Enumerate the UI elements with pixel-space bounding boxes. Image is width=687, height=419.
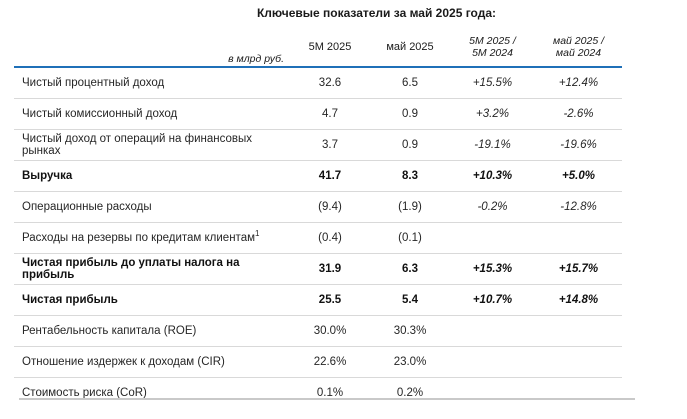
column-header-may-2025: май 2025 (386, 41, 434, 53)
page-title: Ключевые показатели за май 2025 года: (256, 6, 497, 20)
cell-may-2025: 0.2% (396, 387, 424, 399)
row-label: Выручка (22, 170, 73, 182)
table-row-operating-expenses: Операционные расходы (9.4) (1.9) -0.2% -… (14, 192, 622, 223)
column-header-line: май 2024 (555, 47, 602, 59)
table-row-roe: Рентабельность капитала (ROE) 30.0% 30.3… (14, 316, 622, 347)
cell-5m-2025: 3.7 (322, 139, 338, 151)
cell-5m-2025: 31.9 (318, 263, 342, 275)
cell-5m-yoy: -0.2% (477, 201, 508, 213)
table-row-net-interest-income: Чистый процентный доход 32.6 6.5 +15.5% … (14, 68, 622, 99)
cell-5m-yoy: +3.2% (476, 108, 509, 120)
cell-5m-2025: 32.6 (318, 77, 342, 89)
cell-5m-yoy: +15.5% (472, 77, 513, 89)
cell-5m-2025: 4.7 (322, 108, 338, 120)
cell-may-yoy: +12.4% (558, 77, 599, 89)
cell-may-2025: 8.3 (402, 170, 418, 182)
table-row-net-profit: Чистая прибыль 25.5 5.4 +10.7% +14.8% (14, 285, 622, 316)
column-header-line: 5М 2025 / (469, 35, 516, 47)
table-row-net-fee-income: Чистый комиссионный доход 4.7 0.9 +3.2% … (14, 99, 622, 130)
row-label: Чистый комиссионный доход (22, 108, 178, 120)
table-row-pretax-profit: Чистая прибыль до уплаты налога на прибы… (14, 254, 622, 285)
cell-may-yoy: -19.6% (560, 139, 597, 151)
cell-may-yoy: -12.8% (560, 201, 597, 213)
row-label: Стоимость риска (CoR) (22, 387, 147, 399)
footnote-reference: 1 (255, 229, 260, 239)
row-label: Чистая прибыль (22, 294, 118, 306)
cell-may-2025: 0.9 (402, 139, 418, 151)
bottom-divider (19, 398, 635, 400)
row-label: Отношение издержек к доходам (CIR) (22, 356, 225, 368)
cell-5m-yoy: +15.3% (472, 263, 513, 275)
table-row-net-financial-markets-income: Чистый доход от операций на финансовых р… (14, 130, 622, 161)
table-row-revenue: Выручка 41.7 8.3 +10.3% +5.0% (14, 161, 622, 192)
column-header-line: 5М 2024 (472, 47, 513, 59)
cell-5m-yoy: +10.7% (472, 294, 513, 306)
cell-may-2025: (0.1) (398, 232, 422, 244)
cell-5m-2025: 41.7 (318, 170, 342, 182)
table-row-loan-loss-provisions: Расходы на резервы по кредитам клиентам1… (14, 223, 622, 254)
column-header-may-yoy: май 2025 / май 2024 (535, 28, 622, 66)
cell-may-2025: (1.9) (398, 201, 422, 213)
row-label: Чистый доход от операций на финансовых р… (22, 133, 253, 157)
row-label: Чистый процентный доход (22, 77, 165, 89)
column-header-5m-2025: 5М 2025 (308, 41, 352, 53)
column-header-line: май 2025 / (553, 35, 604, 47)
cell-may-yoy: +15.7% (558, 263, 599, 275)
key-indicators-table: в млрд руб. 5М 2025 май 2025 5М 2025 / 5… (14, 28, 622, 408)
table-row-cir: Отношение издержек к доходам (CIR) 22.6%… (14, 347, 622, 378)
cell-may-yoy: -2.6% (563, 108, 594, 120)
column-header-5m-yoy: 5М 2025 / 5М 2024 (450, 28, 535, 66)
cell-5m-2025: (0.4) (318, 232, 342, 244)
cell-5m-2025: 0.1% (316, 387, 344, 399)
row-label: Чистая прибыль до уплаты налога на прибы… (22, 257, 240, 281)
cell-may-2025: 5.4 (402, 294, 418, 306)
table-header-row: в млрд руб. 5М 2025 май 2025 5М 2025 / 5… (14, 28, 622, 68)
row-label: Операционные расходы (22, 201, 152, 213)
table-row-cor: Стоимость риска (CoR) 0.1% 0.2% (14, 378, 622, 408)
unit-label: в млрд руб. (228, 53, 284, 65)
cell-may-2025: 23.0% (393, 356, 427, 368)
cell-5m-yoy: +10.3% (472, 170, 513, 182)
cell-may-2025: 6.5 (402, 77, 418, 89)
cell-may-yoy: +5.0% (562, 170, 595, 182)
cell-5m-2025: 25.5 (318, 294, 342, 306)
cell-5m-2025: 30.0% (313, 325, 347, 337)
row-label: Рентабельность капитала (ROE) (22, 325, 197, 337)
cell-may-2025: 0.9 (402, 108, 418, 120)
row-label: Расходы на резервы по кредитам клиентам1 (22, 229, 260, 244)
cell-may-2025: 30.3% (393, 325, 427, 337)
cell-5m-2025: (9.4) (318, 201, 342, 213)
cell-5m-yoy: -19.1% (474, 139, 511, 151)
cell-5m-2025: 22.6% (313, 356, 347, 368)
cell-may-2025: 6.3 (402, 263, 418, 275)
cell-may-yoy: +14.8% (558, 294, 599, 306)
